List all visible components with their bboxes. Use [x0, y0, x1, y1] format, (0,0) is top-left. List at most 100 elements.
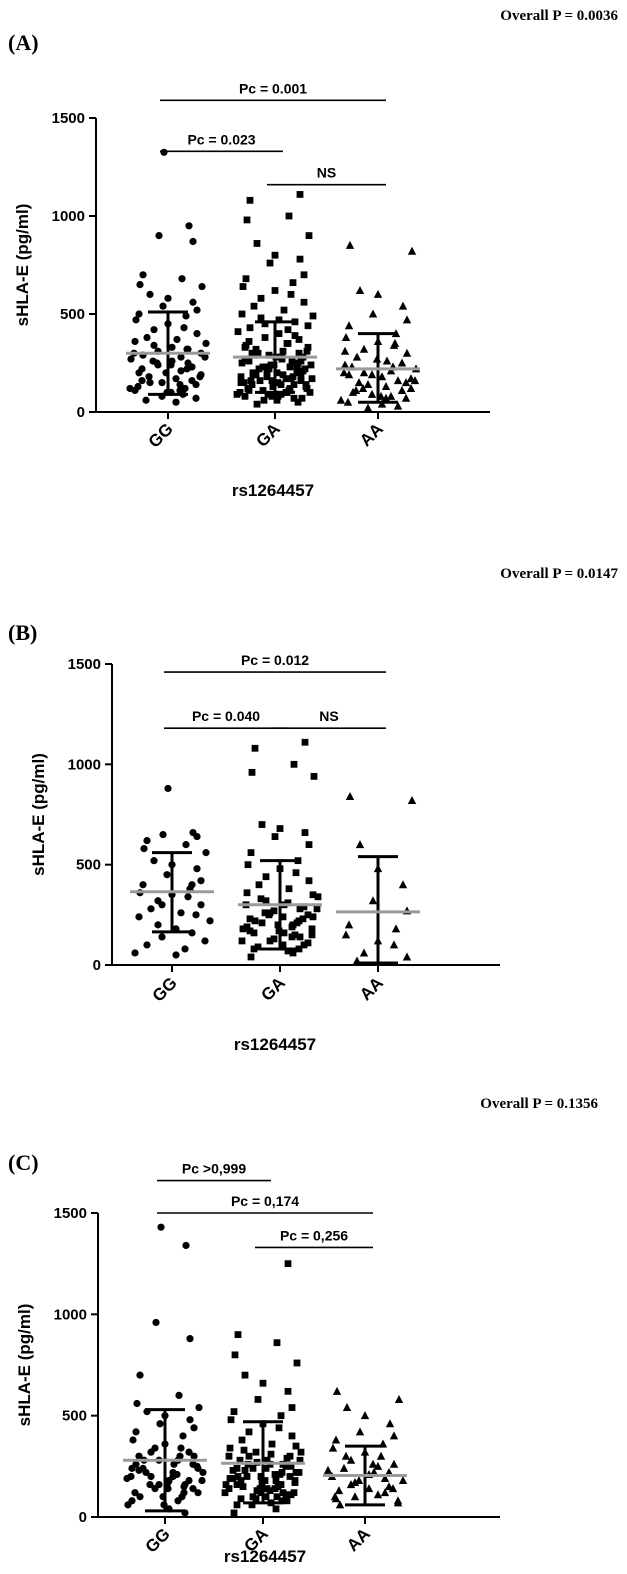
data-point-ga [300, 903, 308, 911]
data-point-aa [367, 389, 377, 398]
data-point-aa [385, 1419, 395, 1428]
data-point-gg [184, 893, 192, 901]
data-point-gg [193, 865, 201, 873]
data-point-gg [160, 148, 168, 156]
data-point-ga [289, 359, 297, 367]
data-point-ga [247, 953, 255, 961]
data-point-ga [308, 931, 316, 939]
data-point-ga [244, 861, 252, 869]
data-point-ga [303, 347, 311, 355]
data-point-ga [243, 1473, 251, 1480]
data-point-gg [136, 1371, 144, 1379]
data-point-ga [286, 363, 294, 371]
x-tick-label-gg: GG [142, 1524, 174, 1556]
data-point-gg [150, 857, 158, 865]
data-point-ga [263, 1456, 271, 1464]
data-point-gg [195, 1403, 203, 1412]
data-point-ga [272, 1505, 280, 1513]
data-point-gg [188, 881, 196, 889]
data-point-gg [186, 1416, 194, 1424]
data-point-ga [263, 369, 271, 377]
data-point-ga [257, 1489, 265, 1497]
data-point-gg [186, 1335, 194, 1343]
data-point-aa [391, 924, 401, 933]
data-point-ga [282, 375, 290, 383]
data-point-ga [299, 915, 307, 923]
data-point-aa [369, 1467, 379, 1476]
x-tick-label-ga: GA [252, 419, 283, 450]
data-point-ga [236, 389, 244, 396]
data-point-ga [262, 873, 270, 881]
data-point-ga [267, 361, 275, 369]
data-point-gg [202, 849, 210, 857]
y-tick-label: 1000 [68, 756, 101, 773]
data-point-ga [221, 1489, 229, 1497]
y-tick-label: 0 [79, 1509, 87, 1526]
data-point-aa [367, 370, 377, 379]
data-point-aa [352, 352, 362, 361]
data-point-ga [257, 1473, 265, 1480]
data-point-ga [271, 251, 279, 259]
data-point-gg [139, 271, 147, 279]
data-point-ga [233, 1481, 241, 1488]
data-point-aa [359, 368, 369, 377]
data-point-ga [297, 1448, 305, 1456]
data-point-gg [177, 367, 185, 375]
data-point-gg [164, 294, 172, 302]
data-point-aa [398, 1476, 408, 1485]
data-point-ga [254, 1396, 262, 1403]
data-point-gg [132, 1428, 140, 1436]
data-point-aa [402, 952, 412, 961]
data-point-gg [138, 377, 146, 385]
data-point-ga [261, 1477, 269, 1484]
data-point-ga [284, 1260, 292, 1268]
data-point-ga [294, 398, 302, 406]
data-point-ga [265, 911, 273, 919]
data-point-ga [237, 1495, 245, 1503]
data-point-ga [242, 275, 250, 283]
data-point-ga [295, 917, 303, 925]
data-point-gg [189, 237, 197, 246]
data-point-ga [290, 760, 298, 768]
data-point-ga [293, 369, 301, 377]
data-point-ga [244, 385, 252, 392]
data-point-aa [342, 1403, 352, 1412]
panel-c: Overall P = 0.1356 (C) 0 500 1000 1500 sHLA-E … [8, 1096, 598, 1566]
data-point-gg [126, 384, 134, 393]
data-point-gg [127, 355, 135, 363]
data-point-aa [334, 1486, 344, 1495]
data-point-ga [278, 1497, 286, 1505]
data-point-gg [159, 830, 167, 839]
data-point-ga [309, 913, 317, 921]
data-point-aa [335, 1500, 345, 1509]
data-point-aa [363, 403, 373, 412]
data-point-aa [328, 1443, 338, 1452]
data-point-ga [302, 383, 310, 390]
data-point-gg [143, 836, 151, 845]
data-point-ga [291, 1479, 299, 1486]
data-point-aa [359, 948, 369, 957]
data-point-ga [305, 232, 313, 239]
data-point-aa [402, 315, 412, 324]
x-axis-label: rs1264457 [234, 1035, 316, 1054]
data-point-gg [176, 380, 184, 389]
data-point-ga [286, 1452, 294, 1460]
data-point-aa [386, 391, 396, 400]
data-point-ga [261, 909, 269, 917]
data-point-aa [394, 1394, 404, 1403]
data-point-ga [257, 314, 265, 322]
data-point-ga [275, 330, 283, 337]
data-point-gg [151, 1444, 159, 1452]
data-point-aa [406, 383, 416, 392]
data-point-ga [259, 387, 267, 394]
data-point-ga [255, 365, 263, 373]
data-point-ga [301, 738, 309, 746]
data-point-ga [260, 396, 268, 404]
data-point-ga [247, 849, 255, 857]
data-point-aa [410, 376, 420, 385]
data-point-ga [286, 1473, 294, 1480]
data-point-aa [341, 333, 351, 342]
data-point-ga [252, 345, 260, 353]
data-point-ga [247, 377, 255, 385]
data-point-gg [173, 335, 181, 344]
